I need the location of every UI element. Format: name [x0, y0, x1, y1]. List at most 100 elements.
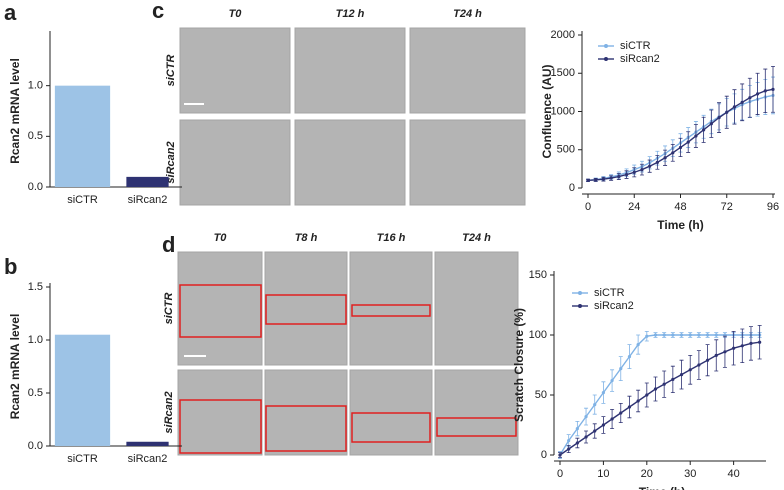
data-point — [636, 399, 640, 403]
microscopy-image — [409, 27, 526, 114]
x-tick-label: siRcan2 — [128, 453, 168, 465]
scratch-outline — [265, 294, 347, 325]
y-tick-label: 1.0 — [28, 334, 43, 346]
data-point — [758, 340, 762, 344]
data-point — [655, 160, 659, 164]
x-tick-label: siCTR — [67, 194, 98, 206]
y-tick-label: 0.0 — [28, 181, 43, 193]
image-column-label: T0 — [229, 8, 243, 20]
data-point — [702, 128, 706, 132]
y-tick-label: 0.0 — [28, 440, 43, 452]
panel-label: c — [152, 0, 164, 23]
data-point — [624, 173, 629, 177]
data-point — [717, 116, 721, 120]
data-point — [601, 423, 606, 427]
x-tick-label: 0 — [557, 468, 563, 480]
data-point — [740, 344, 744, 348]
data-point — [705, 333, 710, 337]
data-point — [586, 178, 590, 182]
x-tick-label: 96 — [767, 201, 779, 213]
bar — [54, 334, 111, 446]
data-point — [636, 343, 640, 347]
data-point — [619, 411, 623, 415]
data-point — [627, 355, 632, 359]
data-point — [714, 333, 718, 337]
data-point — [558, 453, 562, 457]
data-point — [723, 333, 727, 337]
microscopy-image — [434, 369, 519, 456]
y-tick-label: 0 — [569, 182, 575, 194]
data-point — [575, 441, 579, 445]
microscopy-image — [264, 251, 348, 366]
legend-label: siRcan2 — [620, 53, 660, 65]
y-tick-label: 50 — [535, 389, 547, 401]
data-point — [645, 393, 649, 397]
legend-marker — [604, 44, 608, 48]
microscopy-image — [349, 251, 433, 366]
data-point — [610, 417, 614, 421]
microscopy-image — [294, 27, 406, 114]
x-tick-label: 72 — [721, 201, 733, 213]
image-row-label: siRcan2 — [163, 391, 175, 433]
data-point — [610, 379, 614, 383]
panel-label: b — [4, 254, 17, 279]
data-point — [640, 168, 644, 172]
data-point — [653, 333, 658, 337]
data-point — [686, 140, 690, 144]
data-point — [771, 87, 775, 91]
y-axis-label: Rcan2 mRNA level — [8, 58, 22, 164]
x-tick-label: siRcan2 — [128, 194, 168, 206]
y-axis-label: Confluence (AU) — [540, 65, 554, 159]
data-point — [609, 176, 613, 180]
data-point — [723, 350, 727, 354]
legend-marker — [604, 57, 608, 61]
data-point — [617, 174, 621, 179]
legend-label: siCTR — [594, 287, 625, 299]
data-point — [645, 334, 649, 338]
data-point — [575, 427, 579, 431]
image-column-label: T0 — [214, 232, 228, 244]
scratch-outline — [351, 304, 431, 317]
microscopy-image — [179, 119, 291, 206]
data-point — [601, 391, 606, 395]
data-point — [671, 377, 675, 381]
data-point — [662, 333, 666, 337]
data-point — [648, 164, 652, 168]
series-line — [559, 341, 760, 456]
data-point — [709, 122, 713, 126]
data-point — [671, 151, 675, 155]
microscopy-image — [409, 119, 526, 206]
data-point — [627, 405, 632, 409]
y-tick-label: 1.5 — [28, 281, 43, 293]
data-point — [732, 346, 736, 350]
data-point — [671, 333, 675, 337]
bar — [126, 441, 169, 446]
data-point — [584, 435, 588, 439]
data-point — [601, 177, 606, 181]
microscopy-image — [434, 251, 519, 366]
x-tick-label: 40 — [727, 468, 739, 480]
y-axis-label: Rcan2 mRNA level — [8, 314, 22, 420]
data-point — [663, 156, 667, 160]
scratch-outline — [351, 412, 431, 443]
image-row-label: siCTR — [163, 293, 175, 325]
microscopy-image — [177, 251, 263, 366]
data-point — [662, 382, 666, 386]
y-tick-label: 1.0 — [28, 80, 43, 92]
scratch-outline — [436, 417, 517, 437]
x-axis-label: Time (h) — [639, 485, 685, 490]
data-point — [567, 447, 571, 451]
x-tick-label: 24 — [628, 201, 640, 213]
y-tick-label: 1500 — [551, 67, 575, 79]
data-point — [749, 341, 753, 345]
y-tick-label: 1000 — [551, 105, 575, 117]
data-point — [679, 373, 684, 377]
y-tick-label: 0.5 — [28, 387, 43, 399]
data-point — [748, 96, 752, 100]
data-point — [678, 145, 683, 150]
image-column-label: T12 h — [336, 8, 365, 20]
microscopy-image — [177, 369, 263, 456]
y-axis-label: Scratch Closure (%) — [512, 308, 526, 422]
data-point — [567, 439, 571, 443]
